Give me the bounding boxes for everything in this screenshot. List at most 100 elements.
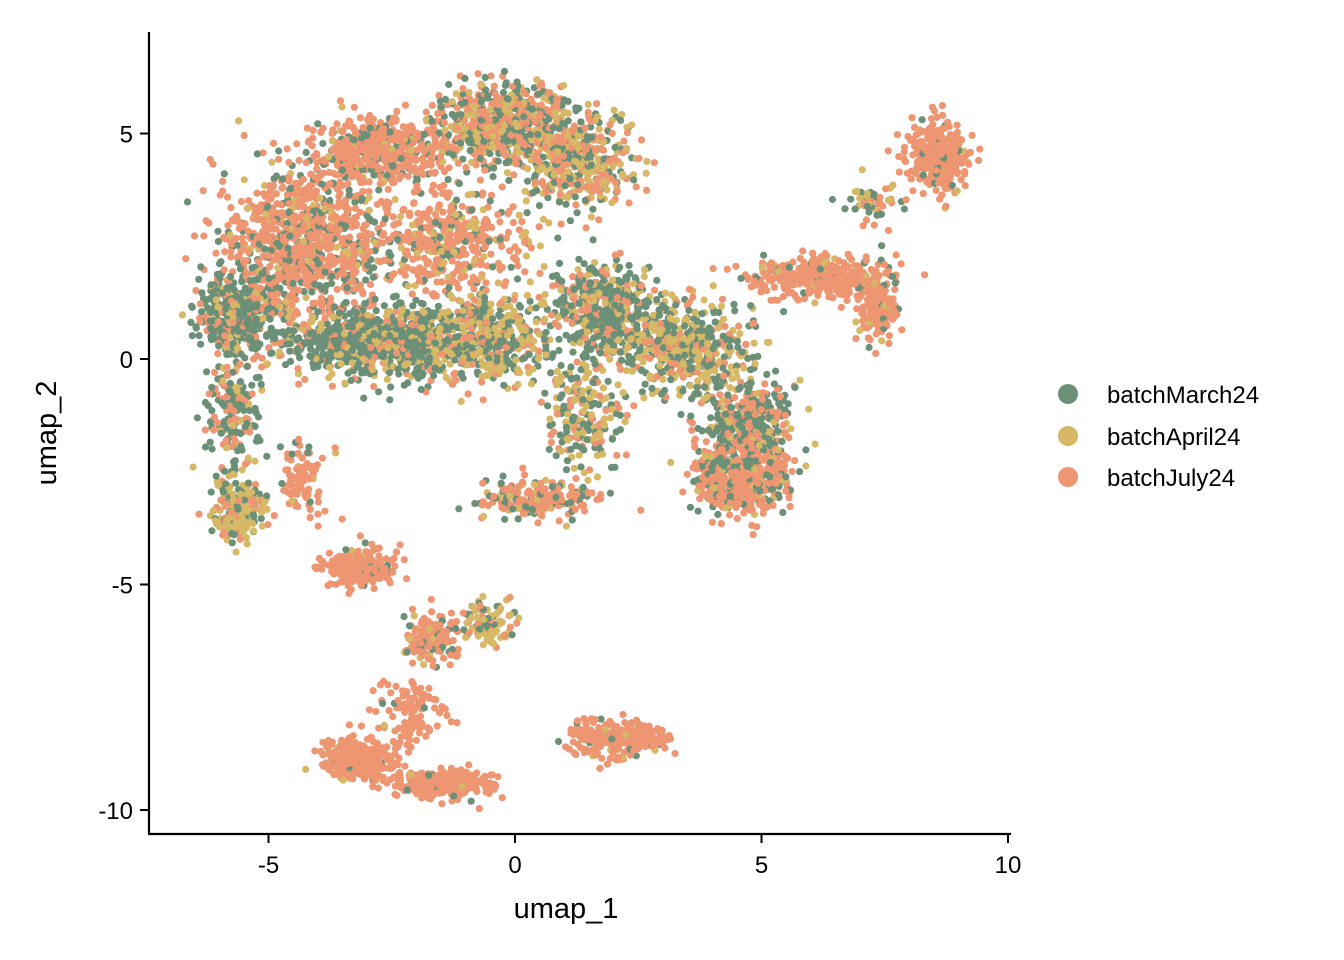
scatter-point-april [468, 614, 476, 622]
scatter-point-july [301, 375, 309, 384]
scatter-point-july [454, 645, 462, 654]
scatter-point-march [201, 443, 210, 451]
scatter-point-april [606, 355, 614, 363]
scatter-point-march [641, 380, 649, 388]
scatter-point-march [768, 485, 777, 493]
scatter-point-july [359, 290, 367, 298]
scatter-point-july [509, 219, 517, 227]
scatter-point-april [288, 497, 296, 505]
scatter-point-july [781, 429, 789, 437]
scatter-point-april [492, 627, 500, 635]
scatter-points [178, 67, 984, 813]
scatter-point-april [242, 534, 251, 542]
scatter-point-july [547, 438, 556, 446]
scatter-point-july [586, 466, 594, 474]
scatter-point-march [195, 332, 203, 340]
scatter-point-july [462, 163, 470, 172]
scatter-point-april [884, 196, 893, 204]
scatter-point-march [237, 350, 245, 358]
scatter-point-july [524, 125, 532, 133]
scatter-point-july [423, 260, 431, 268]
scatter-point-march [802, 446, 810, 454]
scatter-point-july [870, 221, 878, 229]
scatter-point-july [487, 72, 495, 80]
scatter-point-july [431, 704, 439, 712]
scatter-point-july [219, 177, 227, 185]
scatter-point-march [577, 366, 585, 374]
scatter-point-april [740, 364, 748, 372]
scatter-point-july [372, 707, 380, 716]
scatter-point-july [596, 764, 604, 773]
scatter-point-march [577, 118, 585, 126]
scatter-point-march [670, 329, 678, 337]
scatter-point-april [574, 266, 582, 274]
scatter-point-july [402, 264, 410, 272]
scatter-point-july [603, 271, 611, 279]
scatter-point-march [455, 505, 463, 513]
scatter-point-march [286, 347, 294, 355]
scatter-point-march [544, 194, 552, 202]
scatter-point-march [778, 437, 786, 446]
scatter-point-march [558, 101, 566, 109]
scatter-point-march [763, 370, 771, 378]
scatter-point-july [683, 470, 691, 478]
scatter-point-march [754, 352, 762, 360]
scatter-point-july [733, 515, 741, 523]
scatter-point-march [361, 539, 369, 547]
scatter-point-july [427, 595, 435, 604]
scatter-point-march [370, 264, 378, 272]
scatter-point-april [614, 381, 622, 389]
scatter-point-july [349, 123, 357, 131]
scatter-point-july [240, 131, 248, 140]
scatter-point-july [521, 471, 529, 479]
scatter-point-march [616, 411, 625, 419]
scatter-point-april [178, 311, 187, 319]
scatter-point-july [438, 278, 446, 286]
scatter-point-march [328, 279, 336, 288]
scatter-point-april [796, 376, 804, 384]
scatter-point-july [976, 145, 984, 153]
scatter-point-march [865, 208, 873, 216]
scatter-point-april [878, 337, 886, 345]
scatter-point-april [591, 259, 599, 267]
scatter-point-july [632, 183, 640, 191]
scatter-point-april [559, 81, 568, 90]
scatter-point-july [321, 507, 329, 515]
scatter-point-march [494, 157, 502, 165]
scatter-point-july [401, 101, 410, 109]
scatter-point-july [685, 285, 694, 293]
scatter-point-march [524, 177, 532, 185]
scatter-point-march [272, 172, 281, 180]
scatter-point-july [620, 137, 628, 145]
scatter-point-july [538, 512, 546, 520]
scatter-point-march [486, 197, 494, 205]
scatter-point-july [482, 286, 490, 294]
scatter-point-july [470, 296, 479, 304]
scatter-point-march [375, 186, 383, 194]
scatter-point-april [404, 282, 412, 290]
scatter-point-march [505, 176, 513, 184]
scatter-point-july [569, 273, 577, 281]
scatter-point-march [568, 516, 576, 524]
scatter-point-july [676, 367, 685, 375]
scatter-point-july [359, 187, 367, 195]
scatter-point-july [408, 290, 416, 298]
scatter-point-july [622, 451, 631, 459]
scatter-point-july [692, 341, 700, 349]
scatter-point-july [953, 169, 961, 177]
scatter-point-july [356, 114, 364, 122]
scatter-point-july [251, 480, 259, 488]
scatter-point-july [344, 179, 352, 187]
scatter-point-march [557, 361, 565, 370]
scatter-point-march [253, 150, 261, 158]
scatter-point-march [653, 276, 661, 284]
scatter-point-april [258, 386, 266, 394]
scatter-point-july [467, 279, 475, 287]
scatter-point-july [435, 92, 443, 100]
scatter-point-july [853, 305, 861, 313]
scatter-point-march [445, 284, 453, 292]
scatter-point-july [403, 575, 411, 583]
scatter-point-july [487, 191, 496, 199]
scatter-point-july [689, 293, 697, 301]
scatter-point-july [582, 224, 590, 232]
